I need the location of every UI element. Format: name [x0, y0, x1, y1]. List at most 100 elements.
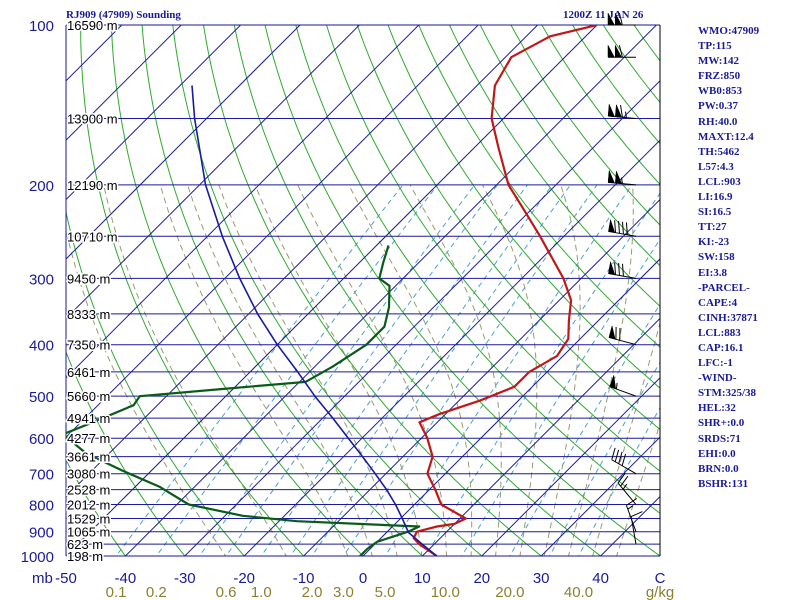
- pressure-label: 800: [29, 498, 54, 515]
- moist-adiabat: [543, 184, 581, 556]
- stat-line: CINH:37871: [698, 311, 758, 324]
- stat-line: EHI:0.0: [698, 447, 736, 460]
- temperature-tick-label: -40: [115, 570, 137, 587]
- temperature-tick-label: 10: [414, 570, 431, 587]
- isotherm: [66, 25, 598, 556]
- parcel-profile: [191, 85, 438, 556]
- isotherm: [481, 377, 660, 556]
- mixing-ratio-line: [198, 184, 476, 556]
- stat-line: LI:16.9: [698, 191, 733, 204]
- temperature-tick-label: 20: [473, 570, 490, 587]
- height-label: 6461 m: [67, 365, 110, 380]
- wind-barb: [607, 170, 637, 186]
- stat-line: -WIND-: [698, 372, 737, 385]
- pressure-label: 500: [29, 389, 54, 406]
- station-title: RJ909 (47909) Sounding: [66, 9, 181, 21]
- moist-adiabat: [66, 228, 227, 556]
- height-label: 198 m: [67, 549, 103, 564]
- isotherm: [124, 25, 658, 556]
- isotherm: [302, 198, 660, 556]
- height-label: 4277 m: [67, 431, 110, 446]
- stat-line: FRZ:850: [698, 70, 741, 83]
- temperature-tick-label: 40: [592, 570, 609, 587]
- mixing-ratio-line: [115, 184, 404, 556]
- mixing-ratio-label: 0.6: [216, 584, 237, 600]
- isotherm: [362, 258, 660, 556]
- wind-barb: [607, 104, 637, 120]
- isotherm: [421, 317, 660, 556]
- mixing-ratio-label: 0.2: [146, 584, 167, 600]
- height-label: 1529 m: [67, 512, 110, 527]
- stat-line: HEL:32: [698, 402, 736, 415]
- isotherm: [0, 1, 27, 568]
- stat-line: LFC:-1: [698, 357, 733, 370]
- stat-line: LCL:903: [698, 175, 741, 188]
- moist-adiabat: [567, 184, 634, 556]
- mixing-ratio-line: [549, 361, 660, 556]
- stat-line: MAXT:12.4: [698, 130, 754, 143]
- stat-line: SI:16.5: [698, 206, 732, 219]
- moist-adiabat: [481, 184, 538, 556]
- stat-line: TH:5462: [698, 145, 740, 158]
- height-label: 5660 m: [67, 389, 110, 404]
- dewpoint-profile: [66, 245, 421, 556]
- pressure-label: 300: [29, 271, 54, 288]
- dry-adiabat: [295, 25, 660, 514]
- stat-line: PW:0.37: [698, 100, 739, 113]
- mixing-ratio-line: [342, 184, 598, 556]
- wind-barb: [611, 447, 637, 475]
- sounding-profiles: [66, 25, 598, 556]
- isotherm: [66, 25, 301, 260]
- isotherm: [66, 25, 420, 379]
- mixing-ratio-line: [424, 192, 660, 556]
- isotherm: [243, 139, 660, 556]
- moist-adiabat: [187, 184, 373, 556]
- isotherms: [0, 1, 660, 568]
- stat-line: SW:158: [698, 251, 735, 264]
- dry-adiabat: [141, 25, 424, 556]
- stat-line: TP:115: [698, 40, 732, 53]
- stat-line: LCL:883: [698, 326, 741, 339]
- isotherm: [66, 25, 361, 320]
- stat-line: -PARCEL-: [698, 281, 750, 294]
- height-label: 3661 m: [67, 450, 110, 465]
- stat-line: RH:40.0: [698, 115, 738, 128]
- height-label: 623 m: [67, 537, 103, 552]
- isotherm: [540, 436, 660, 556]
- moist-adiabat: [254, 184, 423, 556]
- wind-barb: [607, 45, 636, 58]
- mixing-ratio-line: [577, 406, 660, 556]
- isotherm: [66, 25, 182, 141]
- wind-barb: [608, 325, 637, 346]
- moist-adiabat: [592, 321, 660, 556]
- mixing-ratio-label: 1.0: [251, 584, 272, 600]
- dry-adiabat: [66, 459, 127, 556]
- moist-adiabat: [218, 184, 398, 556]
- stat-line: CAPE:4: [698, 296, 738, 309]
- temperature-tick-label: 0: [359, 570, 367, 587]
- temperature-tick-label: -20: [233, 570, 255, 587]
- pressure-unit-label: mb: [32, 570, 53, 587]
- moist-adiabat: [616, 422, 660, 556]
- stat-line: MW:142: [698, 55, 739, 68]
- height-label: 7350 m: [67, 338, 110, 353]
- temperature-tick-label: -10: [293, 570, 315, 587]
- height-label: 2012 m: [67, 498, 110, 513]
- height-label: 1065 m: [67, 525, 110, 540]
- isobars: [65, 24, 661, 557]
- time-title: 1200Z 11 JAN 26: [563, 9, 644, 21]
- stat-line: BRN:0.0: [698, 462, 739, 475]
- wind-barbs: [607, 12, 643, 545]
- pressure-label: 200: [29, 178, 54, 195]
- mixing-ratio-label: 10.0: [431, 584, 460, 600]
- wind-barb: [609, 375, 637, 397]
- stat-line: TT:27: [698, 221, 727, 234]
- stat-line: SHR+:0.0: [698, 417, 745, 430]
- mixing-ratio-label: 0.1: [106, 584, 127, 600]
- isotherm: [66, 25, 479, 438]
- mixing-ratio-label: 5.0: [375, 584, 396, 600]
- isotherm: [184, 80, 660, 556]
- pressure-label: 400: [29, 338, 54, 355]
- stat-line: KI:-23: [698, 236, 730, 249]
